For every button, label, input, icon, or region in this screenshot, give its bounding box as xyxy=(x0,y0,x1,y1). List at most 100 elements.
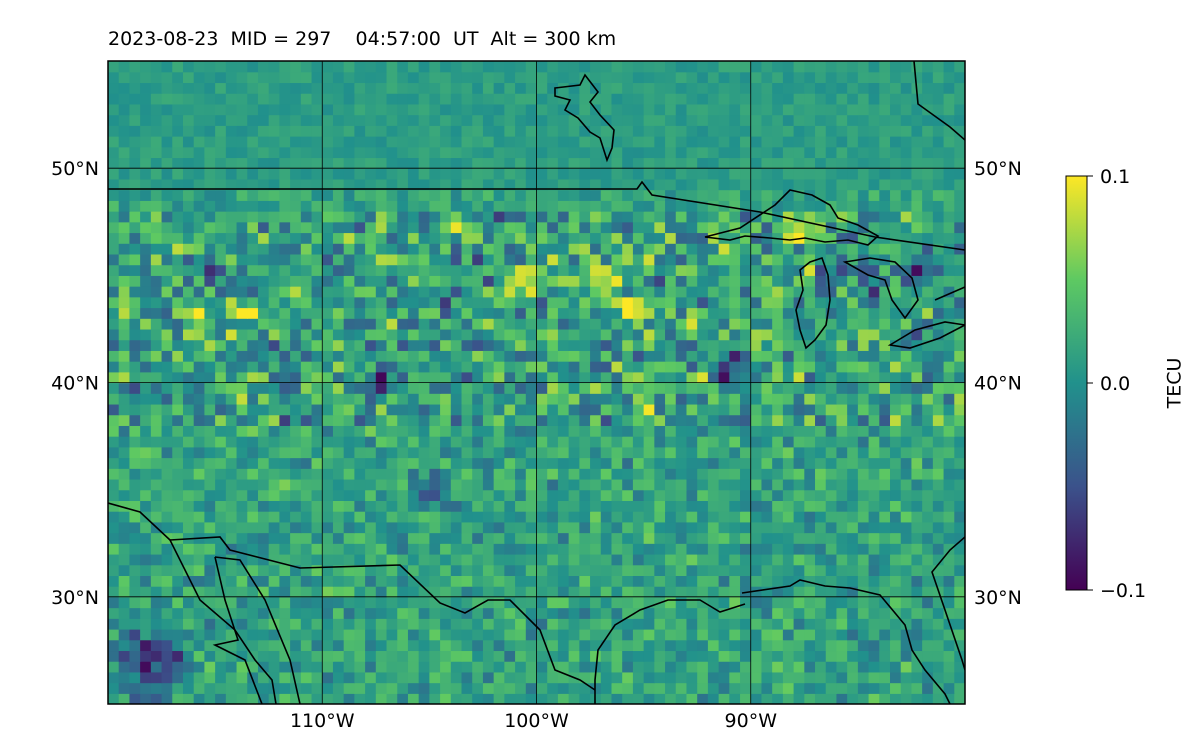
tec-cell xyxy=(118,157,131,169)
tec-cell xyxy=(868,136,880,148)
tec-cell xyxy=(729,211,741,223)
tec-cell xyxy=(547,157,559,169)
tec-cell xyxy=(632,318,645,330)
tec-cell xyxy=(536,511,548,523)
tec-cell xyxy=(557,286,570,298)
tec-cell xyxy=(193,596,206,609)
tec-cell xyxy=(847,232,859,244)
tec-cell xyxy=(718,425,730,437)
tec-cell xyxy=(686,350,698,362)
tec-cell xyxy=(590,253,602,266)
tec-cell xyxy=(857,393,870,405)
tec-cell xyxy=(311,61,323,73)
tec-cell xyxy=(932,661,945,673)
tec-cell xyxy=(654,618,666,630)
tec-cell xyxy=(236,168,248,180)
tec-cell xyxy=(515,328,527,341)
tec-cell xyxy=(429,93,441,105)
tec-cell xyxy=(600,553,613,566)
tec-cell xyxy=(868,339,880,351)
tec-cell xyxy=(204,478,216,491)
tec-cell xyxy=(450,253,463,266)
tec-cell xyxy=(279,253,291,266)
tec-cell xyxy=(868,393,880,405)
tec-cell xyxy=(118,371,131,384)
tec-cell xyxy=(172,371,184,384)
tec-cell xyxy=(922,307,934,319)
tec-cell xyxy=(236,200,248,212)
tec-cell xyxy=(761,543,773,555)
tec-cell xyxy=(568,211,580,223)
tec-cell xyxy=(600,489,613,501)
tec-cell xyxy=(568,243,580,255)
tec-cell xyxy=(118,200,131,212)
tec-cell xyxy=(236,232,248,244)
tec-cell xyxy=(236,425,248,437)
tec-cell xyxy=(375,71,388,84)
tec-cell xyxy=(686,425,698,437)
tec-cell xyxy=(161,361,173,373)
tec-cell xyxy=(590,296,602,309)
tec-cell xyxy=(718,414,730,426)
tec-cell xyxy=(440,146,452,159)
tec-cell xyxy=(879,403,891,416)
tec-cell xyxy=(729,575,741,587)
tec-cell xyxy=(118,125,131,137)
tec-cell xyxy=(461,564,473,576)
tec-cell xyxy=(225,446,238,459)
tec-cell xyxy=(868,71,880,84)
tec-cell xyxy=(761,339,773,351)
tec-cell xyxy=(172,489,184,501)
tec-cell xyxy=(300,489,313,501)
tec-cell xyxy=(611,596,623,609)
tec-cell xyxy=(568,125,580,137)
tec-cell xyxy=(686,586,698,598)
tec-cell xyxy=(290,168,302,180)
tec-cell xyxy=(150,564,163,576)
tec-cell xyxy=(782,414,795,426)
tec-cell xyxy=(268,586,280,598)
tec-cell xyxy=(815,371,827,384)
tec-cell xyxy=(418,136,430,148)
tec-cell xyxy=(461,682,473,694)
tec-cell xyxy=(954,221,965,234)
tec-cell xyxy=(450,639,463,652)
tec-cell xyxy=(665,500,677,512)
tec-cell xyxy=(129,511,141,523)
tec-cell xyxy=(772,286,784,298)
tec-cell xyxy=(772,543,784,555)
tec-cell xyxy=(590,500,602,512)
tec-cell xyxy=(750,446,763,459)
tec-cell xyxy=(825,446,838,459)
tec-cell xyxy=(140,403,152,416)
tec-cell xyxy=(750,596,763,609)
tec-cell xyxy=(311,168,323,180)
tec-cell xyxy=(182,553,195,566)
tec-cell xyxy=(365,596,377,609)
tec-cell xyxy=(268,243,280,255)
tec-cell xyxy=(686,393,698,405)
tec-cell xyxy=(418,253,430,266)
tec-cell xyxy=(129,382,141,394)
tec-cell xyxy=(504,671,516,684)
tec-cell xyxy=(225,189,238,201)
tec-cell xyxy=(482,211,495,223)
tec-cell xyxy=(215,693,227,704)
tec-cell xyxy=(943,200,955,212)
tec-cell xyxy=(161,61,173,73)
tec-cell xyxy=(675,243,688,255)
tec-cell xyxy=(236,500,248,512)
tec-cell xyxy=(911,328,923,341)
tec-cell xyxy=(161,478,173,491)
tec-cell xyxy=(300,243,313,255)
tec-cell xyxy=(729,61,741,73)
tec-cell xyxy=(857,628,870,641)
tec-cell xyxy=(600,446,613,459)
tec-cell xyxy=(825,125,838,137)
tec-cell xyxy=(375,296,388,309)
tec-cell xyxy=(311,661,323,673)
tec-cell xyxy=(386,253,398,266)
tec-cell xyxy=(825,146,838,159)
tec-cell xyxy=(322,253,334,266)
tec-cell xyxy=(504,350,516,362)
